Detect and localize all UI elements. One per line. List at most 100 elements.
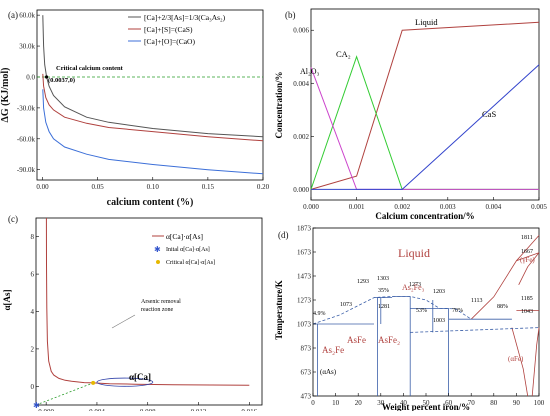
label-liquid: Liquid [415,17,438,27]
panel-d-xtick-label: 20 [355,399,363,407]
temp-1293: 1293 [357,279,369,285]
panel-c-xlabel: α[Ca] [129,372,151,382]
label-ca2: CA₂ [336,49,351,59]
legend-dot-icon [156,260,160,264]
panel-c-ytick-label: 2 [31,345,35,353]
panel-a-letter: (a) [8,10,18,20]
panel-b-marks: 0.000 0.001 0.002 0.003 0.004 0.005 0.000 0.002… [293,21,547,211]
panel-c-ytick-label: 6 [31,271,35,279]
zone-annotation-line2: reaction zone [141,307,173,313]
panel-a-ytick-label: 0.0 [26,73,35,81]
legend-label-initial: Inital α[Ca]·α[As] [166,247,210,253]
panel-b-xtick-label: 0.005 [531,203,547,211]
panel-d-letter: (d) [278,230,289,240]
panel-d-ytick-label: 873 [301,345,312,353]
panel-d-ytick-label: 673 [301,369,312,377]
panel-a: (a) 0.00 0.05 0.10 0.15 0.20 60.0k 30.0k 0.0 -30… [0,9,270,208]
pct-88: 88% [497,304,508,310]
panel-b-series-0 [310,21,540,190]
legend-label-critical: Critical α[Ca]·α[As] [166,260,215,266]
panel-d-ytick-label: 1673 [297,249,312,257]
panel-a-xtick-label: 0.05 [92,183,105,191]
panel-c-ytick-label: 8 [31,233,35,241]
region-asfe: AsFe [347,335,366,345]
panel-a-ylabel: ΔG (KJ/mol) [0,68,11,123]
zone-annotation-pointer [111,314,136,329]
temp-1073: 1073 [340,302,352,308]
panel-a-xlabel: calcium content (%) [107,197,194,208]
panel-c-critical-point [91,380,96,385]
panel-a-critical-point [44,75,49,79]
panel-b: (b) 0.000 0.001 0.002 0.003 0.004 0.0050.0000… [274,8,547,221]
legend-label-product: α[Ca]·α[As] [166,232,203,241]
panel-b-xtick-label: 0.000 [303,203,319,211]
region-alpha-as: (αAs) [320,368,337,376]
label-cas: CaS [482,109,496,119]
panel-b-series-1 [310,55,539,190]
phase-gamma-loop [518,252,540,285]
panel-a-ytick-label: -90.0k [17,166,36,174]
panel-a-series-1 [42,73,263,142]
panel-b-ytick-label: 0.002 [293,133,309,141]
panel-d-xtick-label: 40 [400,399,408,407]
panel-c-ytick-label: 0 [31,383,35,391]
panel-a-series-2 [42,89,263,175]
phase-alpha-fe-boundary [511,327,529,397]
panel-c-letter: (c) [8,214,18,224]
legend-star-icon: ✱ [154,245,161,254]
temp-1303: 1303 [377,276,389,282]
panel-d-ticks: 0 10 20 30 40 50 60 70 80 90 100 473 673 873 1073 1273 1… [297,225,545,408]
panel-b-ylabel: Concentration/% [274,72,284,139]
panel-d-ytick-label: 1873 [297,225,312,233]
panel-c-initial-point: ✱ [33,401,40,410]
panel-d-ylabel: Temperature/K [274,280,284,340]
panel-d-xtick-label: 60 [445,399,453,407]
panel-d-xtick-label: 50 [423,399,431,407]
panel-d-xtick-label: 30 [377,399,385,407]
temp-1667: 1667 [521,249,533,255]
panel-b-ytick-label: 0.004 [293,80,309,88]
temp-1003: 1003 [433,318,445,324]
panel-b-xlabel: Calcium concentration/% [375,211,474,221]
panel-d-xtick-label: 10 [332,399,340,407]
region-as2fe: As₂Fe [322,345,344,355]
panel-a-ytick-label: -30.0k [17,104,36,112]
panel-d-xtick-label: 90 [513,399,521,407]
panel-b-xtick-label: 0.002 [394,203,410,211]
panel-a-xtick-label: 0.00 [36,183,49,191]
region-liquid: Liquid [398,246,430,260]
temp-1203: 1203 [433,289,445,295]
panel-b-ytick-label: 0.000 [293,186,309,194]
panel-b-xtick-label: 0.004 [486,203,502,211]
panel-b-xtick-label: 0.003 [440,203,456,211]
panel-a-marks: 0.00 0.05 0.10 0.15 0.20 60.0k 30.0k 0.0 -30.0k -… [17,12,270,191]
panel-a-xtick-label: 0.20 [257,183,270,191]
pct-4-9: 4.9% [313,311,326,317]
pct-35: 35% [378,288,389,294]
temp-1043: 1043 [521,309,533,315]
panel-a-frame [36,9,264,181]
region-asfe2: AsFe₂ [378,335,400,345]
panel-a-ytick-label: 30.0k [19,43,35,51]
panel-d-phase-lines [312,235,540,397]
temp-1113: 1113 [471,298,483,304]
label-al2o3: Al₂O₃ [300,67,320,76]
region-as2fe3: As₂Fe₃ [402,283,425,292]
panel-a-ytick-label: 60.0k [19,12,35,20]
panel-c-ylabel: α[As] [2,289,12,310]
panel-a-ytick-label: -60.0k [17,135,36,143]
isotherm-1003 [410,327,540,333]
panel-b-series-2 [310,67,539,190]
panel-d: (d) 0 10 20 30 40 50 60 70 80 90 100 473 673 873 1073 1… [274,225,545,413]
temp-1811: 1811 [521,235,533,241]
panel-a-series-0 [42,15,263,138]
panel-d-xtick-label: 100 [534,399,545,407]
legend-label-ca3as2: [Ca]+2/3[As]=1/3(Ca₃As₂) [144,13,226,22]
panel-d-xlabel: Weight percent iron/% [382,402,470,411]
panel-a-xtick-label: 0.15 [202,183,215,191]
panel-b-series-3 [311,64,540,190]
panel-d-ytick-label: 1273 [297,297,312,305]
phase-alpha-fe-right [531,327,540,397]
